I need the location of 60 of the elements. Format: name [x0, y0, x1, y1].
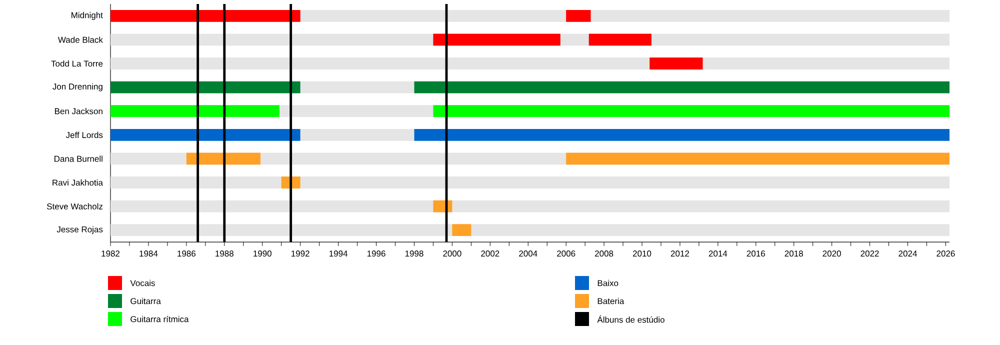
- bar: [566, 152, 950, 165]
- bar: [110, 10, 300, 22]
- legend-label: Baixo: [598, 280, 618, 286]
- bar: [110, 105, 280, 118]
- bar: [300, 128, 414, 141]
- bar: [414, 128, 950, 141]
- bar: [650, 58, 703, 70]
- x-tick-label: 1986: [178, 250, 196, 257]
- y-tick-label: Jeff Lords: [66, 132, 103, 138]
- x-tick-label: 2026: [936, 250, 955, 257]
- x-tick-label: 1988: [216, 250, 234, 257]
- x-tick-label: 2022: [860, 250, 879, 257]
- x-tick-label: 1992: [292, 250, 310, 257]
- x-tick-label: 2024: [898, 250, 917, 257]
- y-tick-label: Midnight: [72, 12, 103, 20]
- legend-label: Bateria: [598, 298, 624, 304]
- x-tick-label: 2012: [670, 250, 689, 257]
- y-tick-label: Ben Jackson: [54, 108, 102, 114]
- bar: [186, 152, 260, 165]
- bar: [110, 81, 300, 94]
- bar: [110, 176, 950, 188]
- x-tick-label: 2014: [708, 250, 728, 257]
- legend-label: Guitarra rítmica: [130, 316, 189, 322]
- bar: [433, 105, 950, 118]
- bar: [279, 105, 434, 118]
- bar: [566, 10, 591, 22]
- x-tick-label: 2008: [595, 250, 614, 257]
- x-tick-label: 2004: [519, 250, 538, 257]
- bar: [452, 224, 472, 236]
- bar: [588, 34, 652, 46]
- y-tick-label: Ravi Jakhotia: [52, 179, 103, 186]
- legend-label: Vocais: [130, 280, 155, 286]
- legend-label: Guitarra: [130, 298, 161, 304]
- y-tick-label: Todd La Torre: [51, 60, 103, 67]
- y-tick-label: Steve Wacholz: [46, 203, 103, 210]
- x-tick-label: 2020: [822, 250, 841, 257]
- x-tick-label: 1996: [367, 250, 386, 257]
- bar: [300, 81, 414, 94]
- x-tick-label: 2002: [481, 250, 500, 257]
- x-tick-label: 2000: [443, 250, 462, 257]
- x-tick-label: 2006: [557, 250, 576, 257]
- bar: [110, 58, 950, 70]
- x-tick-label: 2018: [784, 250, 803, 257]
- y-tick-label: Wade Black: [58, 36, 103, 43]
- y-tick-label: Jon Drenning: [52, 83, 102, 92]
- bar: [110, 128, 300, 141]
- bar: [433, 34, 560, 46]
- x-tick-label: 1994: [329, 250, 348, 257]
- bar: [110, 224, 950, 236]
- bar: [414, 81, 950, 94]
- bar: [110, 200, 950, 212]
- x-tick-label: 1982: [102, 250, 120, 257]
- x-tick-label: 2010: [632, 250, 652, 257]
- y-tick-label: Jesse Rojas: [56, 226, 103, 234]
- x-tick-label: 1998: [405, 250, 424, 257]
- y-tick-label: Dana Burnell: [54, 156, 102, 162]
- x-tick-label: 2016: [746, 250, 765, 257]
- legend-label: Álbuns de estúdio: [597, 315, 664, 323]
- x-tick-label: 1984: [140, 250, 158, 257]
- x-tick-label: 1990: [254, 250, 272, 257]
